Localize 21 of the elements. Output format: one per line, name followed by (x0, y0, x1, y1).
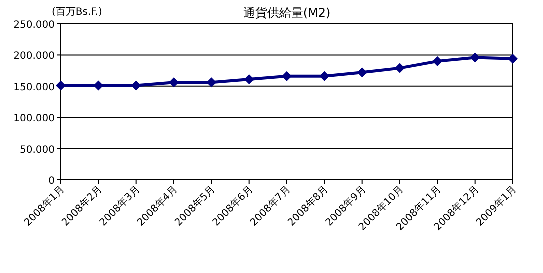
text: (百万Bs.F.) (52, 7, 102, 18)
point (244, 74, 254, 85)
y-tick-label: 150.000 (14, 82, 55, 94)
point (131, 80, 142, 91)
point (357, 68, 368, 78)
y-tick-label: 50.000 (20, 144, 55, 156)
point (282, 71, 292, 82)
point (94, 80, 104, 91)
y-tick-label: 0 (48, 176, 55, 187)
y-tick-label: 200.000 (14, 51, 55, 62)
y-tick-label: 100.000 (14, 114, 55, 125)
point (432, 56, 443, 66)
point (508, 54, 518, 64)
y-tick-label: 250.000 (14, 20, 55, 31)
chart-title: 通貨供給量(M2) (243, 6, 331, 20)
point (320, 71, 330, 82)
point (169, 78, 179, 88)
point (56, 80, 66, 91)
point (395, 63, 405, 74)
point (206, 78, 217, 88)
point (470, 52, 480, 63)
